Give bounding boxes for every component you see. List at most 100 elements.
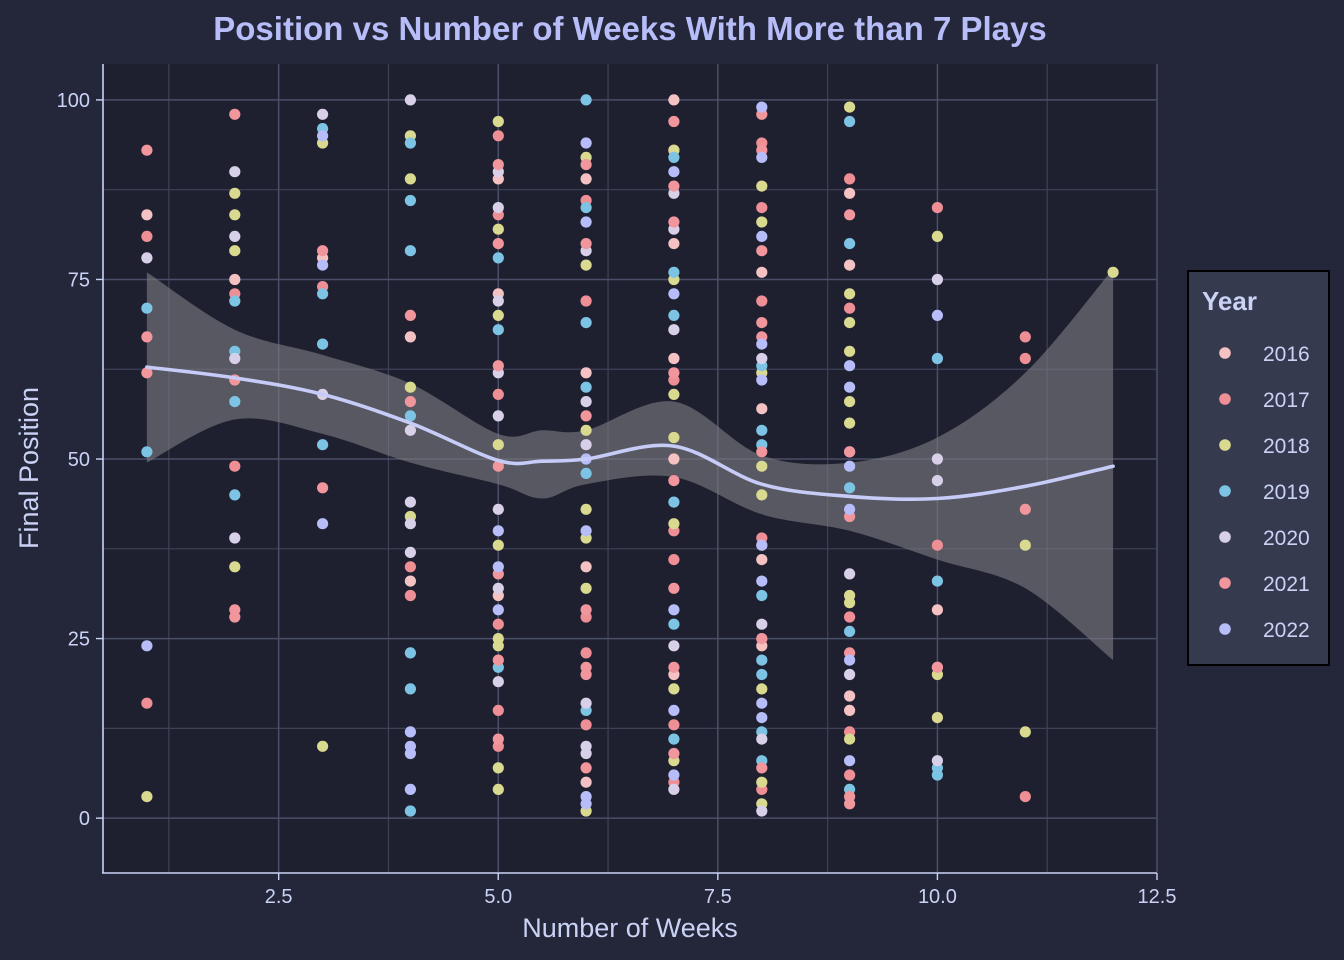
point-2018: [668, 518, 680, 530]
point-2022: [492, 561, 504, 573]
point-2022: [317, 130, 329, 142]
point-2016: [668, 94, 680, 106]
point-2016: [844, 690, 856, 702]
point-2019: [404, 683, 416, 695]
point-2022: [580, 798, 592, 810]
point-2019: [756, 424, 768, 436]
point-2021: [668, 747, 680, 760]
point-2019: [317, 439, 329, 451]
point-2020: [756, 805, 768, 817]
y-tick-label: 50: [68, 449, 90, 471]
point-2019: [668, 151, 680, 163]
point-2021: [756, 446, 768, 458]
point-2020: [580, 697, 592, 709]
point-2019: [931, 575, 944, 587]
point-2020: [931, 755, 944, 767]
x-axis-title: Number of Weeks: [522, 913, 738, 943]
point-2018: [1019, 539, 1031, 551]
legend-key-2017: [1219, 393, 1231, 405]
point-2020: [317, 108, 329, 120]
legend-key-2021: [1219, 577, 1231, 589]
point-2019: [668, 266, 680, 278]
legend-label-2021: 2021: [1263, 573, 1310, 596]
point-2022: [756, 697, 768, 709]
point-2022: [756, 575, 768, 587]
point-2018: [1019, 726, 1031, 738]
point-2019: [141, 302, 153, 314]
point-2022: [756, 374, 768, 386]
point-2021: [229, 611, 241, 623]
point-2022: [668, 166, 680, 178]
points-layer: [141, 94, 1119, 817]
x-tick-label: 2.5: [265, 886, 293, 908]
point-2016: [756, 403, 768, 415]
point-2016: [404, 331, 416, 343]
point-2016: [756, 554, 768, 566]
point-2018: [756, 180, 768, 192]
point-2018: [668, 388, 680, 400]
point-2019: [404, 137, 416, 149]
point-2018: [1107, 266, 1119, 278]
point-2018: [756, 683, 768, 695]
point-2018: [668, 683, 680, 695]
point-2021: [668, 582, 680, 594]
point-2018: [844, 733, 856, 745]
point-2019: [668, 733, 680, 745]
point-2020: [931, 453, 944, 465]
point-2022: [317, 259, 329, 271]
point-2019: [844, 625, 856, 638]
point-2018: [404, 381, 416, 393]
point-2021: [492, 460, 504, 472]
point-2020: [229, 230, 241, 242]
point-2016: [580, 561, 592, 573]
point-2020: [229, 166, 241, 178]
smooth-line: [145, 365, 1115, 502]
point-2022: [492, 604, 504, 616]
point-2019: [492, 324, 504, 336]
legend: Year 2016 2017 2018 2019 2020 2021 2022: [1187, 270, 1330, 666]
point-2022: [404, 726, 416, 738]
point-2020: [668, 324, 680, 336]
x-tick-label: 5.0: [484, 886, 512, 908]
point-2021: [141, 144, 153, 156]
point-2022: [668, 704, 680, 717]
point-2016: [668, 453, 680, 465]
legend-key-2020: [1219, 531, 1231, 543]
point-2021: [141, 367, 153, 379]
point-2020: [756, 352, 768, 365]
point-2022: [580, 525, 592, 537]
legend-label-2018: 2018: [1263, 435, 1310, 458]
point-2022: [756, 338, 768, 350]
point-2018: [492, 762, 504, 774]
point-2018: [844, 417, 856, 429]
point-2016: [756, 266, 768, 278]
legend-label-2019: 2019: [1263, 481, 1310, 504]
legend-key-2018: [1219, 439, 1231, 451]
point-2021: [668, 115, 680, 128]
x-tick-label: 12.5: [1138, 886, 1177, 908]
point-2019: [492, 252, 504, 264]
x-tick-label: 7.5: [704, 886, 732, 908]
point-2021: [931, 661, 944, 673]
y-axis-title: Final Position: [14, 387, 44, 549]
point-2022: [844, 755, 856, 767]
legend-box: [1187, 270, 1330, 666]
point-2021: [668, 180, 680, 192]
point-2021: [317, 482, 329, 494]
point-2021: [580, 668, 592, 681]
point-2021: [580, 238, 592, 250]
point-2018: [756, 216, 768, 228]
point-2019: [229, 295, 241, 307]
point-2016: [844, 259, 856, 271]
point-2018: [317, 740, 329, 752]
legend-key-2022: [1219, 623, 1231, 635]
point-2018: [229, 209, 241, 221]
point-2018: [492, 309, 504, 321]
point-2022: [756, 101, 768, 113]
point-2018: [756, 776, 768, 788]
point-2016: [931, 604, 944, 616]
point-2021: [668, 216, 680, 228]
point-2018: [492, 223, 504, 235]
point-2020: [756, 618, 768, 630]
